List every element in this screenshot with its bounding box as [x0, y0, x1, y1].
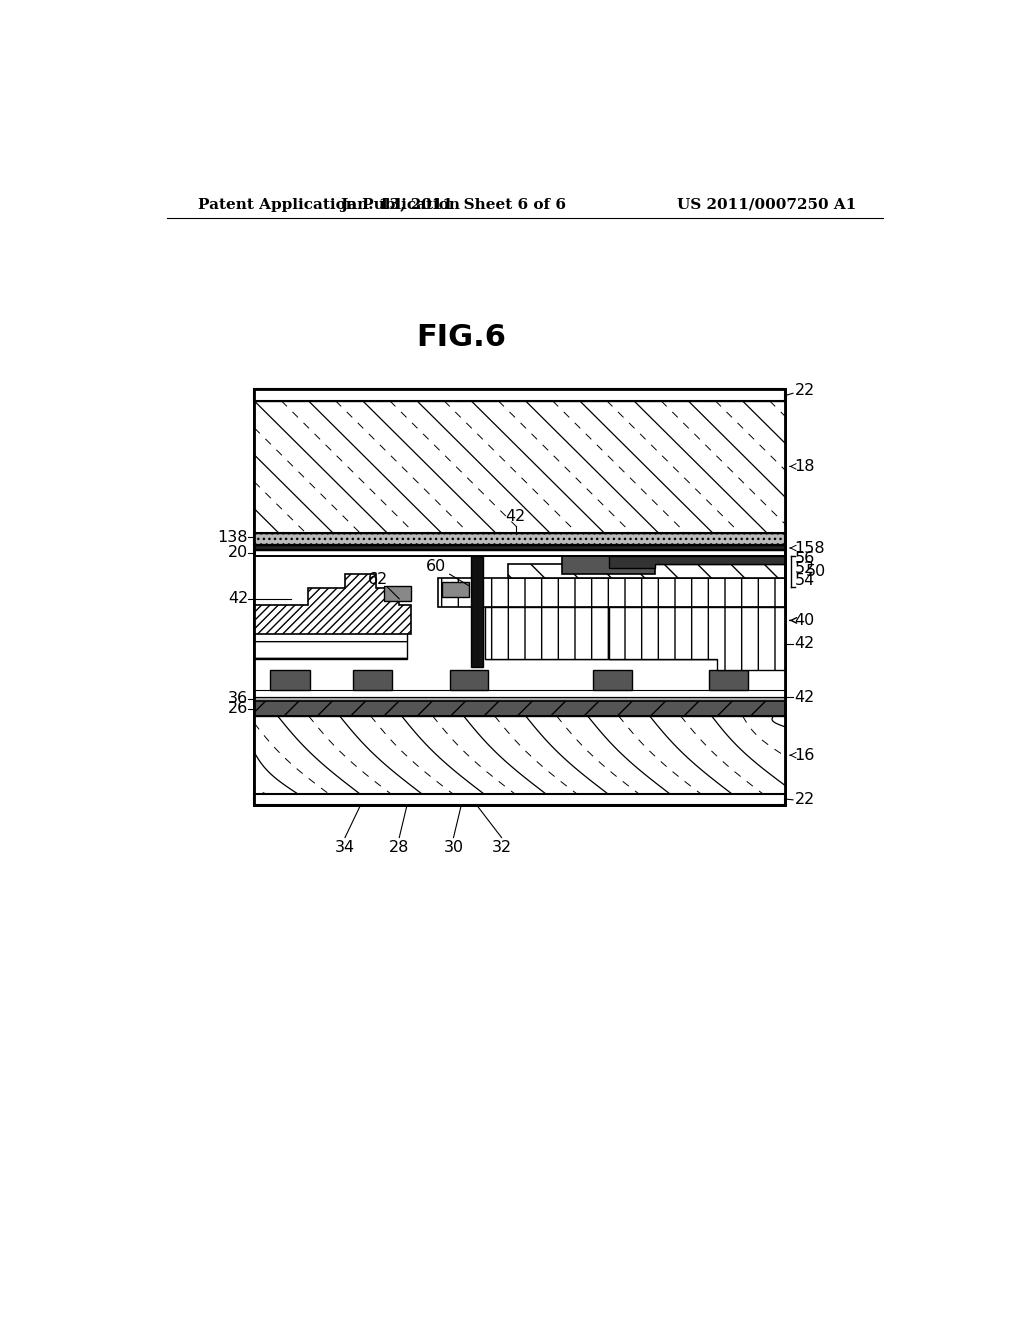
Text: Jan. 13, 2011  Sheet 6 of 6: Jan. 13, 2011 Sheet 6 of 6: [341, 198, 566, 211]
Text: 32: 32: [492, 840, 512, 855]
Text: 36: 36: [228, 692, 248, 706]
Polygon shape: [254, 556, 785, 697]
Polygon shape: [442, 582, 469, 598]
Text: 56: 56: [795, 552, 815, 566]
Text: 42: 42: [795, 636, 815, 651]
Polygon shape: [608, 556, 785, 568]
Polygon shape: [608, 607, 785, 671]
Polygon shape: [254, 401, 785, 533]
Text: 42: 42: [506, 510, 525, 524]
Text: 26: 26: [228, 701, 248, 717]
Polygon shape: [484, 605, 785, 659]
Text: 18: 18: [795, 459, 815, 474]
Polygon shape: [508, 564, 785, 578]
Polygon shape: [254, 574, 411, 635]
Polygon shape: [254, 389, 785, 401]
Polygon shape: [254, 701, 785, 715]
Polygon shape: [254, 389, 785, 805]
Polygon shape: [254, 715, 785, 795]
Polygon shape: [484, 607, 785, 659]
Text: 34: 34: [335, 840, 355, 855]
Text: 20: 20: [228, 545, 248, 560]
Text: 54: 54: [795, 573, 815, 587]
Polygon shape: [254, 689, 785, 697]
Polygon shape: [562, 556, 785, 574]
Text: 52: 52: [795, 561, 815, 577]
Polygon shape: [254, 533, 785, 545]
Text: 62: 62: [368, 572, 388, 587]
Text: 158: 158: [795, 540, 825, 556]
Polygon shape: [254, 697, 785, 701]
Polygon shape: [352, 671, 391, 689]
Text: US 2011/0007250 A1: US 2011/0007250 A1: [677, 198, 856, 211]
Polygon shape: [450, 671, 488, 689]
Polygon shape: [438, 578, 785, 607]
Text: 28: 28: [389, 840, 410, 855]
Polygon shape: [608, 556, 785, 564]
Text: 42: 42: [795, 690, 815, 705]
Polygon shape: [254, 795, 785, 805]
Text: 16: 16: [795, 747, 815, 763]
Text: 138: 138: [218, 529, 248, 545]
Text: Patent Application Publication: Patent Application Publication: [198, 198, 460, 211]
Polygon shape: [471, 556, 483, 667]
Text: 30: 30: [443, 840, 464, 855]
Text: 50: 50: [806, 564, 826, 578]
Text: 22: 22: [795, 792, 815, 808]
Text: 42: 42: [228, 591, 248, 606]
Text: 60: 60: [426, 558, 445, 574]
Text: 40: 40: [795, 612, 815, 628]
Polygon shape: [384, 586, 411, 601]
Polygon shape: [710, 671, 748, 689]
Polygon shape: [254, 545, 785, 549]
Text: 22: 22: [795, 383, 815, 399]
Polygon shape: [593, 671, 632, 689]
Text: FIG.6: FIG.6: [416, 322, 506, 351]
Polygon shape: [270, 671, 310, 689]
Polygon shape: [254, 605, 407, 659]
